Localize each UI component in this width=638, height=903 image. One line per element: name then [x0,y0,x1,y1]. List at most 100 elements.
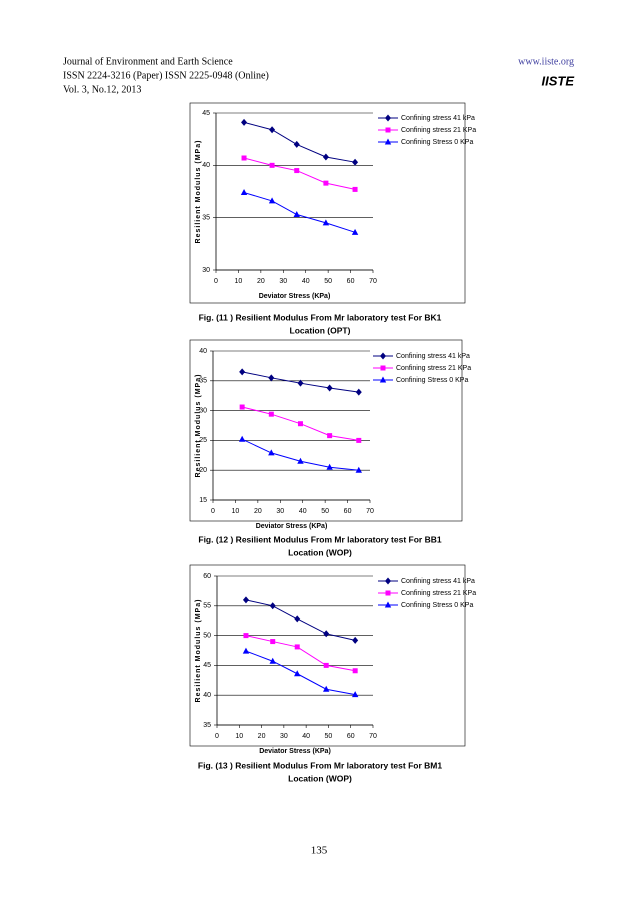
marker [323,630,330,638]
marker [242,647,250,654]
y-tick-label: 35 [199,378,207,385]
marker [297,379,304,387]
marker [238,435,246,442]
legend-marker [385,127,391,133]
marker [270,639,276,645]
marker [322,153,329,161]
x-tick-label: 20 [258,733,266,740]
marker [327,433,333,439]
x-tick-label: 20 [254,508,262,515]
marker [268,449,275,456]
marker [352,186,358,192]
legend-marker [380,365,386,371]
y-tick-label: 35 [203,722,211,729]
x-tick-label: 0 [215,733,219,740]
y-tick-label: 40 [199,348,207,355]
marker [293,211,300,218]
y-tick-label: 50 [203,632,211,639]
marker [323,662,329,668]
legend-label: Confining Stress 0 KPa [401,139,473,146]
x-axis-label: Deviator Stress (KPa) [259,748,331,755]
marker [355,466,362,473]
legend-label: Confining stress 21 KPa [401,127,476,134]
journal: Journal of Environment and Earth Science [63,56,233,67]
marker [241,155,247,161]
x-tick-label: 0 [211,508,215,515]
x-tick-label: 30 [280,733,288,740]
marker [355,388,362,396]
y-tick-label: 60 [203,573,211,580]
marker [352,636,359,644]
x-tick-label: 60 [347,278,355,285]
marker [352,158,359,166]
marker [269,602,276,610]
x-axis-label: Deviator Stress (KPa) [256,523,328,530]
website[interactable]: www.iiste.org [518,56,574,67]
chart: 30 35 40 45 0 10 20 30 40 50 60 70 Deviator Stress (… [189,102,476,335]
y-tick-label: 35 [202,215,210,222]
x-tick-label: 60 [347,733,355,740]
marker [269,162,275,168]
marker [239,368,246,376]
marker [294,670,301,677]
caption: Location (OPT) [290,325,351,335]
y-tick-label: 30 [199,407,207,414]
marker [268,374,275,382]
marker [294,644,300,650]
marker [352,668,358,674]
legend-marker [380,352,386,360]
marker [297,457,304,464]
y-tick-label: 55 [203,603,211,610]
marker [243,633,249,639]
y-tick-label: 15 [199,497,207,504]
x-tick-label: 10 [232,508,240,515]
y-tick-label: 30 [202,267,210,274]
marker [323,685,330,692]
page-number: 135 [311,845,328,857]
caption: Fig. (11 ) Resilient Modulus From Mr lab… [199,312,442,322]
y-tick-label: 40 [203,692,211,699]
series-line [243,192,356,233]
x-tick-label: 10 [235,278,243,285]
legend-label: Confining Stress 0 KPa [396,377,468,384]
x-tick-label: 50 [321,508,329,515]
caption: Fig. (12 ) Resilient Modulus From Mr lab… [198,534,441,544]
y-axis-label: Resilient Modulus (MPa) [195,374,202,478]
chart-frame [189,564,466,747]
series-line [243,157,356,190]
caption: Location (WOP) [288,773,352,783]
legend-label: Confining stress 21 KPa [401,590,476,597]
x-tick-label: 30 [279,278,287,285]
marker [269,657,276,664]
legend-marker [385,577,391,585]
marker [294,168,300,174]
x-tick-label: 30 [276,508,284,515]
caption: Location (WOP) [288,547,352,557]
x-tick-label: 0 [214,278,218,285]
chart-frame [189,339,463,522]
series-line [243,121,356,163]
x-tick-label: 40 [302,733,310,740]
marker [326,463,333,470]
logo: IISTE [541,73,574,88]
x-tick-label: 10 [235,733,243,740]
chart-frame [189,102,466,304]
x-tick-label: 70 [366,508,374,515]
legend-label: Confining Stress 0 KPa [401,602,473,609]
x-tick-label: 70 [369,278,377,285]
marker [356,437,362,443]
marker [293,140,300,148]
x-tick-label: 70 [369,733,377,740]
legend-marker [384,601,392,608]
legend-label: Confining stress 21 KPa [396,365,471,372]
marker [351,228,359,235]
volume: Vol. 3, No.12, 2013 [63,84,141,95]
y-tick-label: 45 [203,662,211,669]
legend-marker [385,114,391,122]
legend-marker [385,590,391,596]
x-tick-label: 40 [299,508,307,515]
marker [297,421,303,427]
legend-label: Confining stress 41 kPa [401,578,475,585]
y-tick-label: 20 [199,467,207,474]
